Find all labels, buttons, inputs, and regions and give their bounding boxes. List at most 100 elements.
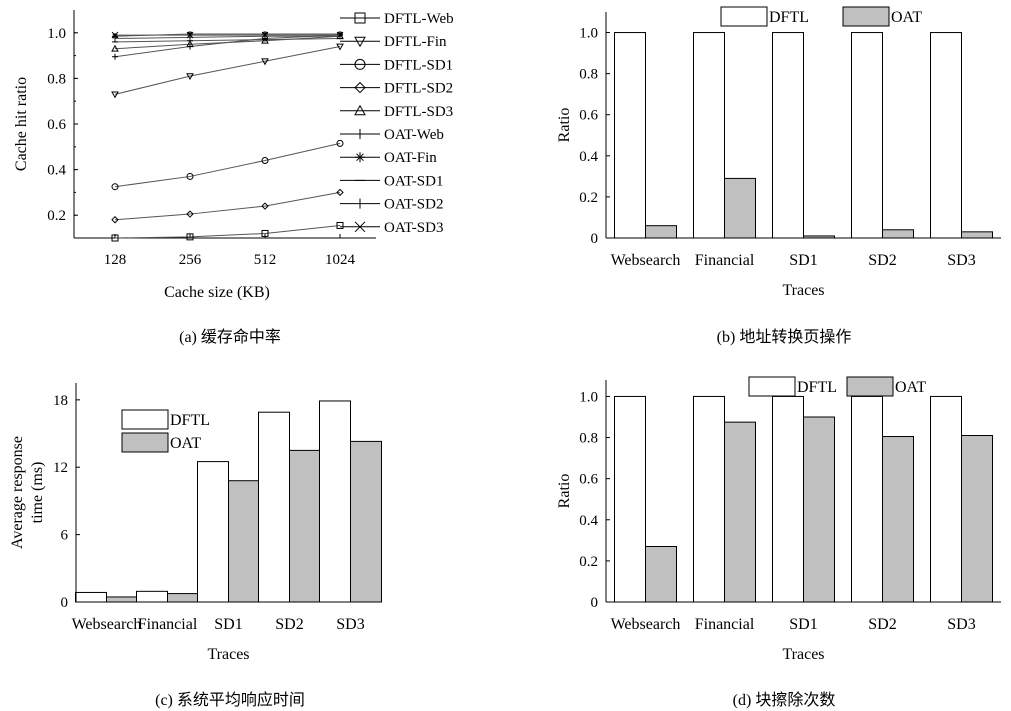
x-tick-label: SD1 (789, 252, 817, 269)
y-tick-label: 1.0 (579, 389, 598, 405)
data-point (186, 73, 194, 81)
x-axis-title: Traces (207, 646, 249, 663)
legend-label: OAT-SD2 (384, 197, 443, 213)
data-point (336, 43, 344, 51)
legend-label: OAT-SD3 (384, 220, 443, 236)
series-line (114, 35, 340, 39)
data-point (111, 183, 119, 191)
series-line (114, 45, 341, 95)
legend-label: DFTL (797, 379, 837, 396)
x-tick-label: 256 (179, 252, 202, 268)
data-point (261, 58, 269, 66)
legend: DFTL OAT (720, 6, 922, 27)
y-tick-label: 6 (61, 528, 69, 544)
series-dftl-fin (111, 43, 344, 99)
bar-oat-sd3 (961, 231, 993, 239)
x-tick-label: SD2 (275, 616, 303, 633)
data-point (261, 229, 269, 237)
series-line (114, 142, 341, 188)
legend-marker (354, 81, 366, 94)
y-tick-label: 0.4 (579, 149, 598, 165)
legend-marker (355, 129, 365, 139)
bar-dftl-sd3 (930, 32, 962, 239)
legend-marker (354, 221, 366, 233)
bar-oat-websearch (645, 546, 677, 603)
x-tick-label: SD2 (868, 616, 896, 633)
caption: (c) 系统平均响应时间 (155, 690, 305, 709)
series-line (114, 38, 341, 43)
series-dftl-web (111, 221, 344, 242)
y-tick-label: 0.4 (47, 163, 66, 179)
legend-label: DFTL (769, 9, 809, 26)
y-tick-label: 0 (591, 231, 599, 247)
x-tick-label: SD1 (214, 616, 242, 633)
series-line (114, 34, 341, 58)
legend-marker (354, 12, 366, 24)
legend-label: OAT-SD1 (384, 173, 443, 189)
bar-dftl-sd3 (930, 395, 962, 603)
data-point (336, 221, 344, 229)
data-point (111, 91, 119, 99)
bar-oat-financial (167, 593, 199, 603)
legend: DFTL-Web DFTL-Fin DFTL-SD1 DFTL-SD2 DFTL-SD3… (340, 11, 454, 236)
x-tick-label: SD3 (336, 616, 364, 633)
y-tick-label: 0.8 (579, 67, 598, 83)
series-dftl-sd1 (111, 139, 344, 191)
legend-swatch (121, 409, 169, 430)
legend-label: DFTL-SD3 (384, 104, 453, 120)
legend-label: DFTL-Web (384, 11, 454, 27)
y-axis-title: Ratio (556, 108, 573, 143)
legend: DFTL OAT (748, 376, 926, 397)
x-tick-label: SD2 (868, 252, 896, 269)
bar-dftl-websearch (75, 591, 107, 603)
x-tick-label: Financial (138, 616, 198, 633)
bar-oat-sd2 (882, 229, 914, 239)
y-tick-label: 0.8 (47, 71, 66, 87)
data-point (187, 43, 193, 50)
legend-marker (354, 58, 366, 70)
legend-marker (354, 104, 366, 116)
legend-label: DFTL-SD2 (384, 81, 453, 97)
legend-swatch (842, 6, 890, 27)
x-tick-label: SD3 (947, 616, 975, 633)
y-tick-label: 0.2 (579, 190, 598, 206)
y-tick-label: 0.8 (579, 431, 598, 447)
chart-d-block-erase: Websearch Financial SD1 SD2 SD3 0 0.2 0.4 0.6 0.8… (556, 376, 1001, 709)
legend-label: OAT (891, 9, 922, 26)
legend-label: DFTL (170, 412, 210, 429)
x-tick-label: 1024 (325, 252, 356, 268)
legend-swatch (720, 6, 768, 27)
y-tick-label: 0.2 (47, 208, 66, 224)
bar-oat-sd1 (228, 480, 260, 603)
chart-a-cache-hit-ratio: 0.2 0.4 0.6 0.8 1.0 128 256 512 1024 Cache size (… (13, 10, 454, 346)
x-axis-title: Traces (782, 646, 824, 663)
bar-dftl-sd2 (258, 411, 290, 603)
legend-marker (355, 152, 365, 163)
y-tick-label: 18 (53, 393, 68, 409)
bar-oat-sd2 (882, 436, 914, 603)
data-point (186, 210, 194, 218)
bar-oat-sd3 (961, 435, 993, 603)
legend-marker (354, 36, 366, 48)
caption: (b) 地址转换页操作 (717, 328, 852, 346)
x-tick-label: 512 (254, 252, 277, 268)
series-line (114, 191, 341, 221)
bar-oat-financial (724, 421, 756, 603)
y-tick-label: 0 (591, 595, 599, 611)
y-axis-title-line: Average response (9, 436, 26, 549)
bar-dftl-financial (136, 590, 168, 603)
data-point (186, 172, 194, 180)
y-axis-title: Cache hit ratio (13, 77, 30, 171)
bar-oat-financial (724, 177, 756, 239)
y-axis-title-line: time (ms) (29, 462, 46, 524)
data-point (111, 216, 119, 224)
y-tick-label: 12 (53, 460, 68, 476)
legend: DFTL OAT (121, 409, 210, 453)
legend-swatch (748, 376, 796, 397)
x-tick-label: Websearch (611, 616, 681, 633)
x-tick-label: Financial (695, 616, 755, 633)
bar-dftl-websearch (614, 395, 646, 603)
legend-label: OAT-Fin (384, 150, 437, 166)
